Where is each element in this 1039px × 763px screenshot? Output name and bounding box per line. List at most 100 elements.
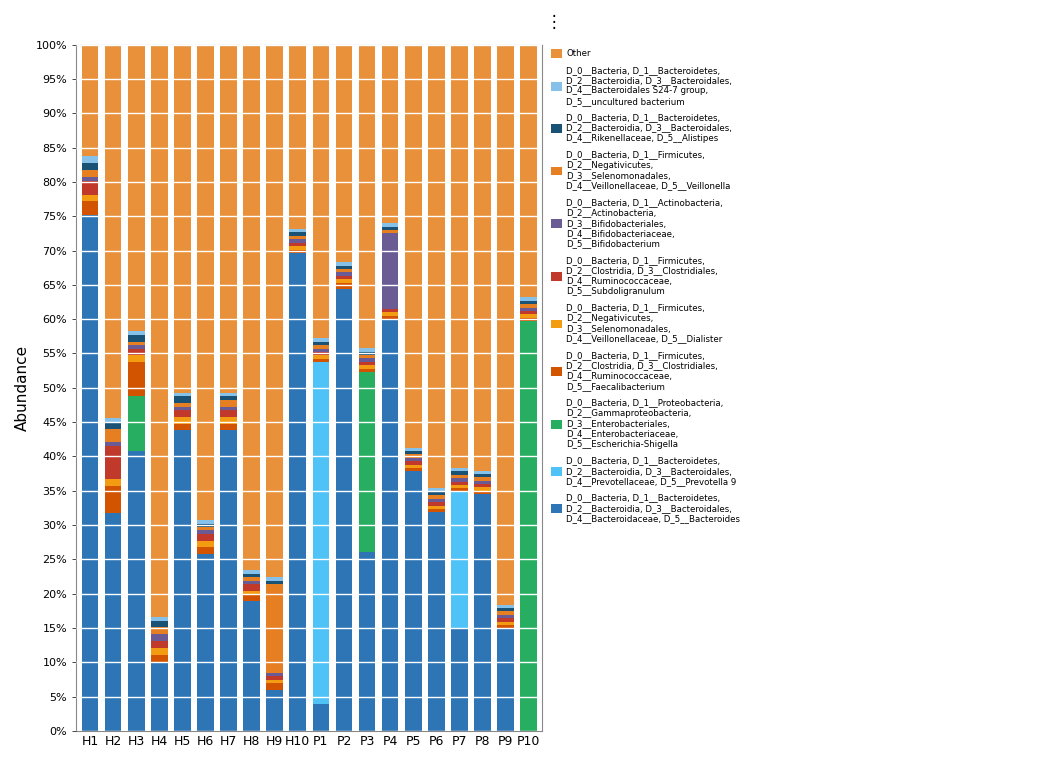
Bar [243,581,260,584]
Bar [451,488,468,492]
Bar [428,499,445,502]
Bar [243,601,260,731]
Bar [474,484,490,488]
Bar [521,304,537,307]
Bar [405,465,422,468]
Bar [82,163,99,170]
Bar [82,215,99,731]
Bar [358,372,375,552]
Bar [428,45,445,488]
Bar [521,321,537,731]
Bar [128,356,144,362]
Bar [220,423,237,430]
Bar [381,319,398,731]
Bar [220,396,237,400]
Bar [451,45,468,468]
Bar [521,311,537,314]
Bar [175,407,191,410]
Bar [82,195,99,201]
Bar [82,177,99,181]
Bar [175,423,191,430]
Bar [313,356,329,359]
Bar [151,648,167,655]
Bar [266,584,283,673]
Bar [128,335,144,342]
Bar [428,495,445,499]
Bar [290,253,307,731]
Bar [336,262,352,266]
Bar [197,547,214,554]
Bar [197,534,214,541]
Bar [474,481,490,484]
Bar [451,629,468,731]
Bar [474,474,490,478]
Bar [428,509,445,513]
Bar [358,552,375,731]
Bar [197,541,214,547]
Bar [266,578,283,581]
Bar [175,45,191,393]
Bar [521,301,537,304]
Bar [128,396,144,451]
Bar [451,475,468,478]
Bar [474,491,490,494]
Bar [451,472,468,475]
Bar [313,703,329,731]
Bar [266,45,283,578]
Bar [405,45,422,448]
Bar [105,442,122,446]
Bar [243,591,260,594]
Bar [220,45,237,393]
Bar [266,673,283,676]
Bar [151,655,167,662]
Bar [290,250,307,253]
Bar [521,307,537,311]
Bar [498,604,514,608]
Bar [498,611,514,615]
Bar [128,331,144,335]
Bar [313,45,329,338]
Bar [474,478,490,481]
Bar [381,230,398,233]
Bar [381,223,398,227]
Bar [128,45,144,331]
Bar [290,236,307,240]
Bar [82,201,99,215]
Bar [428,502,445,506]
Bar [197,520,214,523]
Bar [243,584,260,591]
Bar [358,369,375,372]
Bar [243,578,260,581]
Bar [105,486,122,513]
Bar [428,492,445,495]
Bar [381,233,398,309]
Bar [428,506,445,509]
Bar [498,622,514,625]
Bar [151,627,167,634]
Bar [128,451,144,731]
Bar [243,574,260,578]
Bar [313,345,329,349]
Bar [521,318,537,321]
Bar [498,618,514,622]
Bar [358,365,375,369]
Bar [358,348,375,352]
Bar [381,45,398,223]
Bar [151,662,167,731]
Bar [175,393,191,396]
Bar [151,617,167,620]
Bar [336,45,352,262]
Bar [358,355,375,359]
Bar [405,461,422,465]
Bar [358,359,375,362]
Bar [451,485,468,488]
Bar [128,362,144,396]
Bar [313,342,329,345]
Bar [82,170,99,177]
Bar [266,676,283,680]
Bar [405,451,422,454]
Bar [105,45,122,418]
Bar [175,396,191,403]
Bar [358,352,375,355]
Bar [175,410,191,417]
